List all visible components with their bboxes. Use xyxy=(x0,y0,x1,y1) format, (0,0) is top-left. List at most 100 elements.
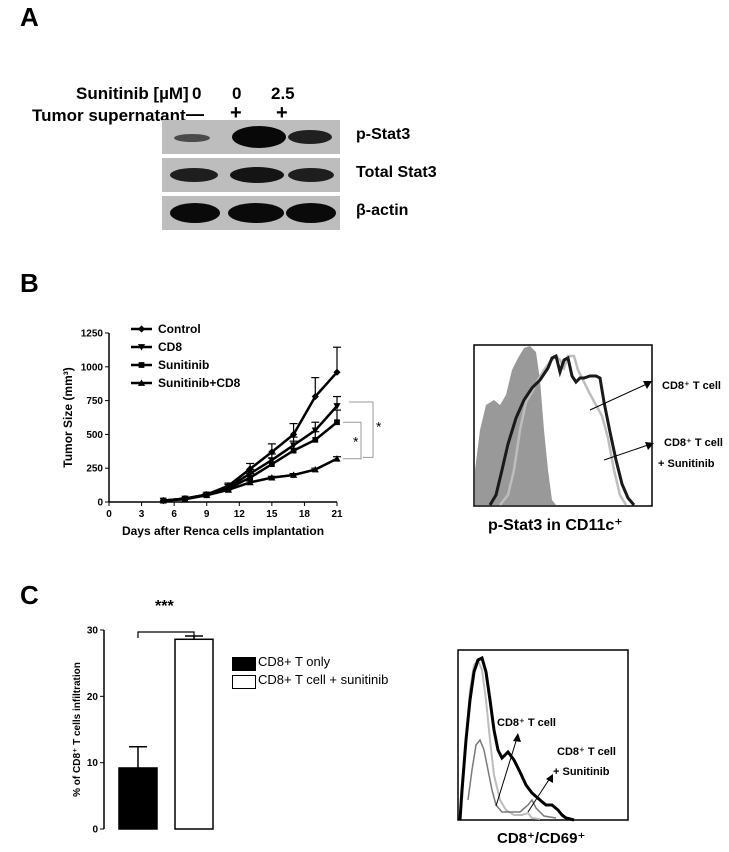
legend-label: Sunitinib+CD8 xyxy=(158,376,241,390)
blot-beta-actin xyxy=(162,196,340,230)
significance-star: * xyxy=(353,433,359,449)
histogram-legend-cd8: CD8⁺ T cell xyxy=(662,380,721,392)
histogram-legend-cd8-sunitinib: CD8⁺ T cell xyxy=(664,437,723,449)
sunitinib-histogram-line xyxy=(499,354,628,506)
x-tick-label: 9 xyxy=(204,509,210,520)
blot-label-beta-actin: β-actin xyxy=(356,202,409,219)
y-tick-label: 750 xyxy=(86,396,103,407)
y-axis-label: Tumor Size (mm³) xyxy=(61,367,75,467)
legend-marker xyxy=(138,362,145,368)
bracket-outer xyxy=(349,401,374,458)
y-tick-label: 0 xyxy=(92,825,98,836)
legend-swatch-cd8-sunitinib xyxy=(232,675,256,689)
data-point xyxy=(246,478,254,486)
blot-band xyxy=(286,203,336,223)
arrow-line xyxy=(603,443,652,461)
blot-p-stat3 xyxy=(162,120,340,154)
blot-band xyxy=(170,203,220,223)
data-point xyxy=(333,403,341,410)
blot-label-p-stat3: p-Stat3 xyxy=(356,126,411,143)
arrow-head xyxy=(546,774,553,783)
data-point xyxy=(333,455,341,462)
bracket-inner xyxy=(343,421,362,460)
data-point xyxy=(203,491,211,499)
arrow-head xyxy=(643,381,652,389)
bar-cd8-sunitinib xyxy=(174,638,214,830)
sunitinib-value-2: 0 xyxy=(232,84,242,103)
supernatant-row-label: Tumor supernatant xyxy=(32,106,186,125)
data-point xyxy=(333,368,341,376)
legend-label: Control xyxy=(158,322,201,336)
blot-band xyxy=(288,130,332,144)
y-tick-label: 30 xyxy=(87,626,99,637)
arrow-line xyxy=(527,777,551,813)
histogram-caption-pstat3: p-Stat3 in CD11c⁺ xyxy=(488,517,623,534)
x-axis-label: Days after Renca cells implantation xyxy=(122,524,324,538)
data-point xyxy=(224,486,233,493)
supernatant-value-1: — xyxy=(186,104,204,124)
cd8-histogram-line xyxy=(488,353,636,506)
significance-star: * xyxy=(376,419,382,435)
blot-band xyxy=(232,126,286,148)
blot-band xyxy=(174,134,210,142)
blot-band xyxy=(170,168,218,182)
y-tick-label: 20 xyxy=(87,692,99,703)
x-tick-label: 21 xyxy=(331,509,343,520)
y-tick-label: 500 xyxy=(86,430,103,441)
data-point xyxy=(247,474,254,481)
panel-c-label: C xyxy=(20,580,39,610)
tumor-growth-chart: 0 250 500 750 1000 1250 0 3 6 9 12 15 18 21 Days after… xyxy=(61,322,382,538)
sunitinib-row-label: Sunitinib [µM] xyxy=(76,84,189,103)
pstat3-histogram xyxy=(473,344,654,507)
data-point xyxy=(334,419,340,426)
y-tick-label: 1250 xyxy=(81,329,104,340)
x-tick-label: 3 xyxy=(139,509,145,520)
histogram-legend-sunitinib: + Sunitinib xyxy=(658,458,715,470)
legend-label-cd8-sunitinib: CD8+ T cell + sunitinib xyxy=(258,672,389,687)
panel-b-label: B xyxy=(20,268,39,298)
histogram-caption-cd69: CD8⁺/CD69⁺ xyxy=(497,830,586,847)
data-point xyxy=(311,392,319,401)
legend-marker xyxy=(137,379,146,386)
y-axis-label: % of CD8⁺ T cells infiltration xyxy=(72,662,83,797)
x-tick-label: 12 xyxy=(234,509,246,520)
supernatant-value-3: + xyxy=(276,102,288,124)
data-point xyxy=(312,436,319,443)
histogram-legend-sunitinib: + Sunitinib xyxy=(553,766,610,778)
cd8-histogram-line xyxy=(458,655,575,822)
y-tick-label: 0 xyxy=(97,498,103,509)
arrow-line xyxy=(589,382,650,411)
sunitinib-value-1: 0 xyxy=(192,84,202,103)
legend-marker xyxy=(137,325,146,333)
legend-swatch-cd8-only xyxy=(232,657,256,671)
arrow-head xyxy=(513,733,521,742)
blot-label-total-stat3: Total Stat3 xyxy=(356,164,437,181)
data-point xyxy=(268,461,275,468)
legend-label-cd8-only: CD8+ T only xyxy=(258,654,331,669)
data-point xyxy=(181,495,189,503)
supernatant-value-2: + xyxy=(230,102,242,124)
y-tick-label: 250 xyxy=(86,464,103,475)
bar-cd8-only xyxy=(118,767,158,830)
legend-marker xyxy=(137,344,146,351)
blot-band xyxy=(228,203,284,223)
arrow-head xyxy=(645,442,654,450)
blot-band xyxy=(230,167,284,183)
y-tick-label: 1000 xyxy=(81,362,104,373)
data-point xyxy=(246,465,254,473)
data-point xyxy=(268,448,276,456)
data-point xyxy=(289,430,298,438)
legend-label: Sunitinib xyxy=(158,358,209,372)
data-point xyxy=(311,465,319,473)
data-point xyxy=(159,497,167,504)
significance-brackets: ** xyxy=(343,401,382,460)
y-tick-label: 10 xyxy=(87,758,99,769)
x-tick-label: 6 xyxy=(171,509,177,520)
x-tick-label: 18 xyxy=(299,509,311,520)
sunitinib-value-3: 2.5 xyxy=(271,84,295,103)
x-tick-label: 15 xyxy=(266,509,278,520)
histogram-legend-cd8: CD8⁺ T cell xyxy=(497,717,556,729)
data-point xyxy=(290,447,297,454)
blot-band xyxy=(288,168,334,182)
